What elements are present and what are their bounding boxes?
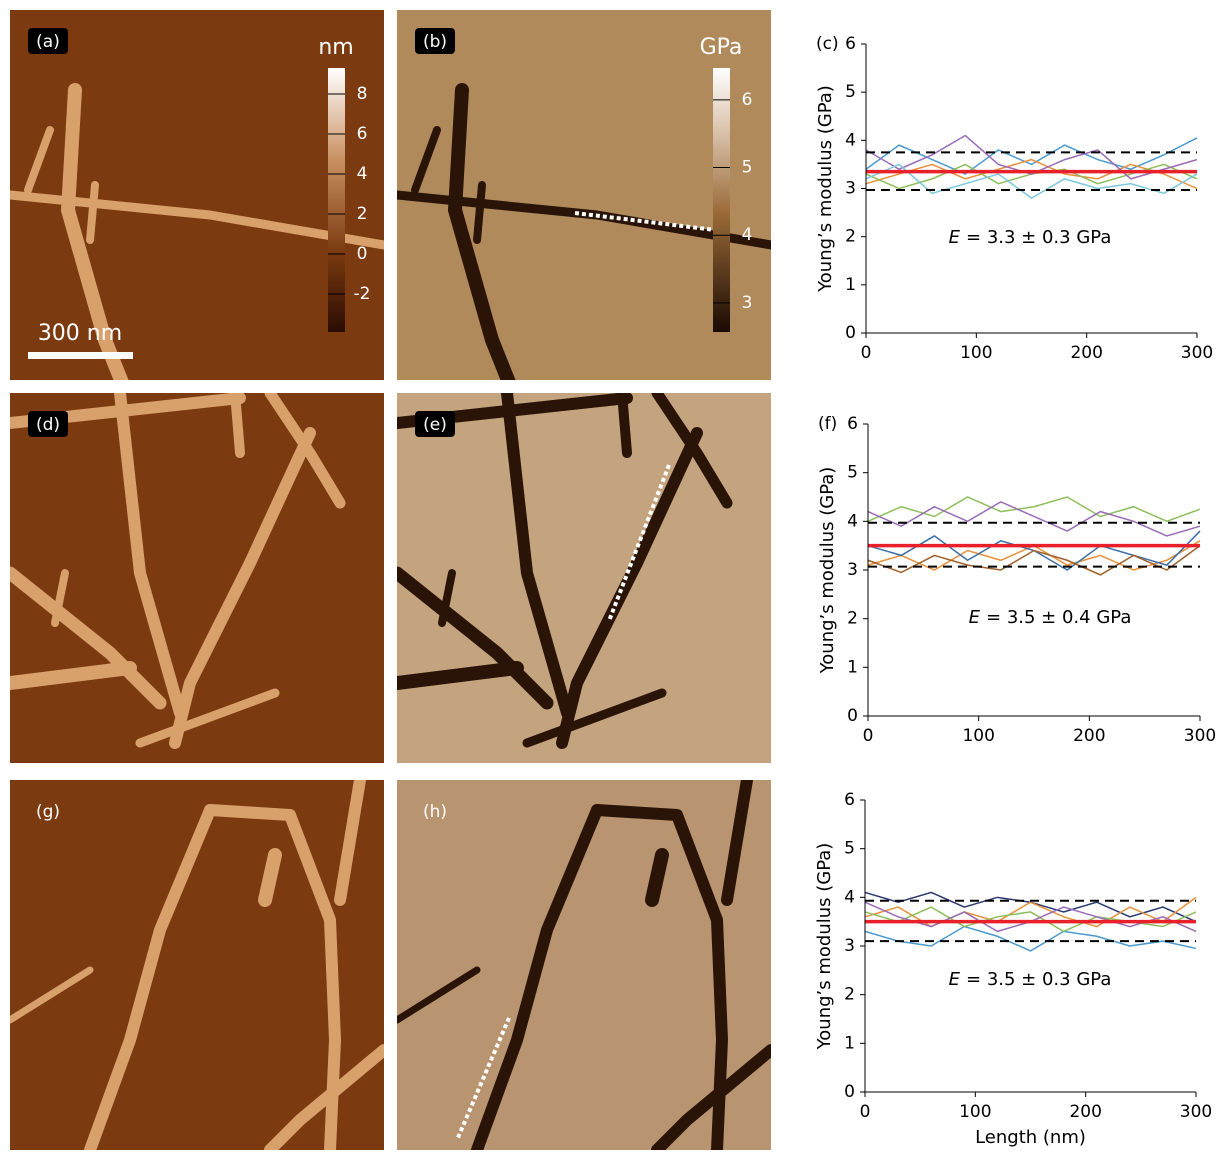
colorbar [328, 68, 345, 332]
colorbar-tick-label: 6 [742, 90, 753, 110]
label-box [28, 28, 68, 54]
y-axis-label: Young’s modulus (GPa) [815, 85, 836, 293]
data-line [864, 925, 1197, 952]
modulus-image [397, 10, 771, 380]
x-tick-label: 100 [962, 726, 994, 746]
height-image [10, 393, 384, 763]
y-tick-label: 1 [847, 657, 858, 677]
panel-label: (h) [423, 802, 447, 822]
x-tick-label: 100 [960, 343, 992, 363]
colorbar-title: nm [318, 35, 353, 60]
y-tick-label: 5 [847, 463, 858, 483]
y-tick-label: 2 [847, 609, 858, 629]
y-tick-label: 6 [845, 34, 856, 54]
data-line [864, 906, 1197, 933]
y-tick-label: 6 [847, 414, 858, 434]
image-panels: 300 nm [10, 10, 771, 1150]
colorbar-tick-label: 2 [357, 204, 368, 224]
x-tick-label: 0 [863, 726, 874, 746]
modulus-image [397, 780, 771, 1150]
y-axis-label: Young’s modulus (GPa) [814, 843, 835, 1051]
x-tick-label: 100 [959, 1102, 991, 1122]
data-line [867, 545, 1201, 576]
panel-label: (e) [423, 415, 447, 435]
annotation: E = 3.3 ± 0.3 GPa [949, 227, 1112, 248]
annotation-text: = 3.5 ± 0.3 GPa [966, 969, 1111, 990]
colorbar-tick-label: 5 [742, 158, 753, 178]
x-axis-label: Length (nm) [975, 1127, 1086, 1148]
y-tick-label: 4 [845, 130, 856, 150]
annotation-variable: E [949, 969, 961, 990]
y-tick-label: 2 [844, 985, 855, 1005]
x-tick-label: 300 [1184, 726, 1216, 746]
y-tick-label: 2 [845, 227, 856, 247]
scale-bar-label: 300 nm [38, 321, 122, 346]
panel-label: (d) [36, 415, 60, 435]
colorbar-tick-label: 4 [357, 164, 368, 184]
colorbar-tick-label: 0 [357, 244, 368, 264]
y-tick-label: 4 [847, 511, 858, 531]
y-tick-label: 1 [845, 275, 856, 295]
x-tick-label: 300 [1181, 343, 1213, 363]
colorbar-tick-label: 4 [742, 225, 753, 245]
height-image [10, 10, 384, 380]
annotation: E = 3.5 ± 0.4 GPa [969, 607, 1132, 628]
colorbar-tick-label: 6 [357, 124, 368, 144]
y-tick-label: 6 [844, 790, 855, 810]
modulus-image [397, 393, 771, 763]
height-image [10, 780, 384, 1150]
colorbar-tick-label: 8 [357, 84, 368, 104]
x-tick-label: 300 [1180, 1102, 1212, 1122]
label-box [415, 28, 455, 54]
y-axis-label: Young’s modulus (GPa) [817, 467, 838, 675]
data-line [865, 163, 1198, 190]
x-tick-label: 200 [1070, 343, 1102, 363]
x-tick-label: 0 [861, 343, 872, 363]
label-box [415, 411, 455, 437]
annotation-text: = 3.5 ± 0.4 GPa [986, 607, 1131, 628]
y-tick-label: 3 [845, 179, 856, 199]
y-tick-label: 0 [847, 706, 858, 726]
panel-label: (a) [36, 32, 60, 52]
y-tick-label: 5 [845, 82, 856, 102]
x-tick-label: 200 [1073, 726, 1105, 746]
colorbar-title: GPa [700, 35, 743, 60]
data-line [865, 163, 1198, 200]
annotation-variable: E [949, 227, 961, 248]
data-line [865, 158, 1198, 190]
colorbar-tick-label: -2 [354, 284, 371, 304]
annotation: E = 3.5 ± 0.3 GPa [949, 969, 1112, 990]
y-tick-label: 0 [845, 323, 856, 343]
colorbar-tick-label: 3 [742, 293, 753, 313]
data-line [867, 501, 1201, 537]
label-box [28, 411, 68, 437]
annotation-variable: E [969, 607, 981, 628]
x-tick-label: 200 [1069, 1102, 1101, 1122]
y-tick-label: 3 [844, 936, 855, 956]
panel-label: (b) [423, 32, 447, 52]
y-tick-label: 3 [847, 560, 858, 580]
colorbar [713, 68, 730, 332]
y-tick-label: 0 [844, 1082, 855, 1102]
y-tick-label: 1 [844, 1033, 855, 1053]
scale-bar [28, 352, 133, 359]
x-tick-label: 0 [860, 1102, 871, 1122]
annotation-text: = 3.3 ± 0.3 GPa [966, 227, 1111, 248]
panel-label: (f) [818, 414, 837, 434]
data-line [865, 134, 1198, 180]
panel-label: (g) [36, 802, 60, 822]
y-tick-label: 4 [844, 887, 855, 907]
panel-label: (c) [816, 34, 839, 54]
y-tick-label: 5 [844, 839, 855, 859]
data-line [865, 137, 1198, 175]
data-line [867, 496, 1201, 523]
